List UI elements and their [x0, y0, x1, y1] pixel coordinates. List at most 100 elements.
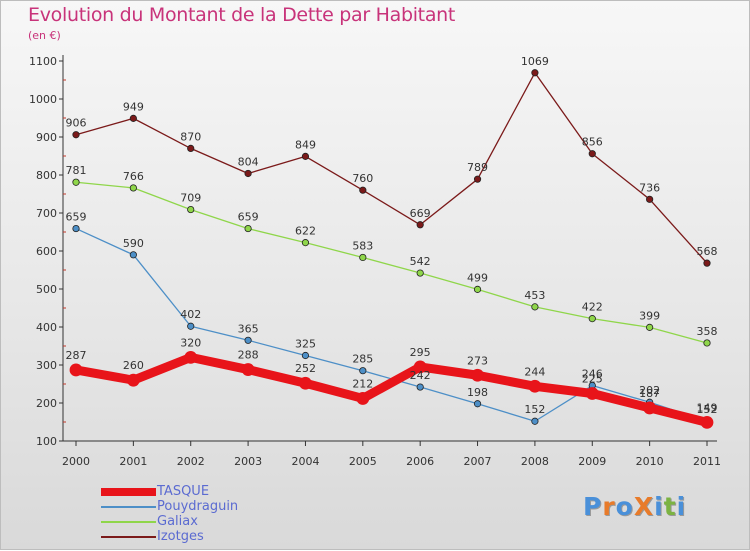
- series-line-galiax: [75, 181, 708, 344]
- point-galiax: [646, 323, 654, 331]
- x-tick-label: 2004: [291, 455, 319, 468]
- logo-letter: i: [654, 492, 664, 521]
- y-tick-label: 100: [36, 435, 57, 448]
- x-tick-label: 2001: [119, 455, 147, 468]
- logo-letter: P: [583, 492, 603, 521]
- point-tasque: [643, 401, 657, 415]
- point-pouydraguin: [129, 251, 137, 259]
- data-label-tasque: 295: [410, 346, 431, 359]
- x-tick-label: 2010: [636, 455, 664, 468]
- x-tick-label: 2011: [693, 455, 721, 468]
- data-label-izotges: 1069: [521, 55, 549, 68]
- y-tick-label: 1100: [29, 55, 57, 68]
- data-label-pouydraguin: 242: [410, 369, 431, 382]
- x-tick-label: 2002: [177, 455, 205, 468]
- data-label-pouydraguin: 285: [352, 353, 373, 366]
- data-label-pouydraguin: 152: [697, 403, 718, 416]
- data-label-tasque: 260: [123, 359, 144, 372]
- series-layer: [69, 69, 714, 429]
- point-izotges: [244, 169, 252, 178]
- chart-title: Evolution du Montant de la Dette par Hab…: [28, 4, 456, 26]
- logo-letter: o: [615, 492, 634, 521]
- x-tick-label: 2005: [349, 455, 377, 468]
- data-label-izotges: 789: [467, 161, 488, 174]
- data-label-izotges: 804: [238, 155, 259, 168]
- data-label-galiax: 659: [238, 211, 259, 224]
- logo-letter: t: [663, 492, 677, 521]
- data-label-izotges: 849: [295, 138, 316, 151]
- point-izotges: [588, 150, 596, 158]
- point-tasque: [299, 376, 312, 390]
- data-label-pouydraguin: 325: [295, 338, 316, 351]
- point-tasque: [585, 387, 599, 400]
- proxiti-logo: ProXiti: [583, 492, 686, 521]
- point-pouydraguin: [473, 400, 482, 408]
- data-label-galiax: 499: [467, 271, 488, 284]
- point-tasque: [700, 415, 714, 429]
- data-labels: 906 949 870 804 849 760 669 789 1069 856 736 568 781…: [66, 55, 718, 416]
- point-galiax: [187, 205, 195, 214]
- point-izotges: [72, 131, 80, 139]
- point-galiax: [703, 339, 711, 347]
- data-label-pouydraguin: 246: [582, 368, 603, 381]
- data-label-galiax: 542: [410, 255, 431, 268]
- point-galiax: [531, 303, 539, 311]
- y-tick-label: 900: [36, 131, 57, 144]
- data-label-tasque: 320: [180, 336, 201, 349]
- x-tick-label: 2000: [62, 455, 90, 468]
- data-label-galiax: 709: [180, 192, 201, 205]
- point-tasque: [69, 363, 83, 377]
- data-label-galiax: 399: [639, 309, 660, 322]
- data-label-tasque: 288: [238, 349, 259, 362]
- legend-label: Pouydraguin: [157, 499, 239, 514]
- data-label-pouydraguin: 659: [66, 211, 87, 224]
- point-galiax: [129, 184, 137, 192]
- point-pouydraguin: [359, 367, 367, 375]
- data-label-pouydraguin: 198: [467, 386, 488, 399]
- x-tick-label: 2008: [521, 455, 549, 468]
- legend-swatch: [101, 506, 156, 508]
- y-tick-label: 300: [36, 359, 57, 372]
- legend-label: TASQUE: [157, 484, 210, 499]
- point-izotges: [301, 152, 310, 160]
- point-pouydraguin: [416, 383, 424, 391]
- data-label-pouydraguin: 402: [180, 308, 201, 321]
- data-label-izotges: 906: [66, 117, 87, 130]
- point-izotges: [473, 175, 482, 183]
- point-galiax: [473, 285, 482, 293]
- point-pouydraguin: [244, 336, 252, 344]
- point-galiax: [301, 239, 310, 247]
- data-label-galiax: 583: [352, 239, 373, 252]
- legend-swatch: [101, 521, 156, 523]
- point-izotges: [129, 114, 137, 122]
- point-tasque: [413, 360, 427, 374]
- legend-swatch: [101, 536, 156, 538]
- point-pouydraguin: [531, 417, 539, 425]
- data-label-izotges: 669: [410, 207, 431, 220]
- data-label-izotges: 949: [123, 100, 144, 113]
- data-label-izotges: 760: [352, 172, 373, 185]
- x-tick-label: 2009: [578, 455, 606, 468]
- point-tasque: [356, 392, 370, 405]
- point-galiax: [359, 253, 367, 262]
- data-label-tasque: 244: [524, 365, 545, 378]
- logo-letter: X: [633, 492, 655, 521]
- point-izotges: [187, 144, 195, 152]
- point-pouydraguin: [187, 322, 195, 330]
- series-line-pouydraguin: [75, 227, 708, 422]
- y-tick-label: 1000: [29, 93, 57, 106]
- y-tick-label: 200: [36, 397, 57, 410]
- data-label-izotges: 856: [582, 136, 603, 149]
- data-label-galiax: 358: [697, 325, 718, 338]
- data-label-izotges: 568: [697, 245, 718, 258]
- y-tick-label: 600: [36, 245, 57, 258]
- point-tasque: [184, 350, 198, 364]
- data-label-tasque: 149: [697, 401, 718, 414]
- data-label-tasque: 273: [467, 354, 488, 367]
- point-galiax: [588, 315, 596, 323]
- data-label-izotges: 736: [639, 181, 660, 194]
- x-tick-label: 2007: [464, 455, 492, 468]
- point-galiax: [416, 269, 424, 277]
- y-tick-label: 400: [36, 321, 57, 334]
